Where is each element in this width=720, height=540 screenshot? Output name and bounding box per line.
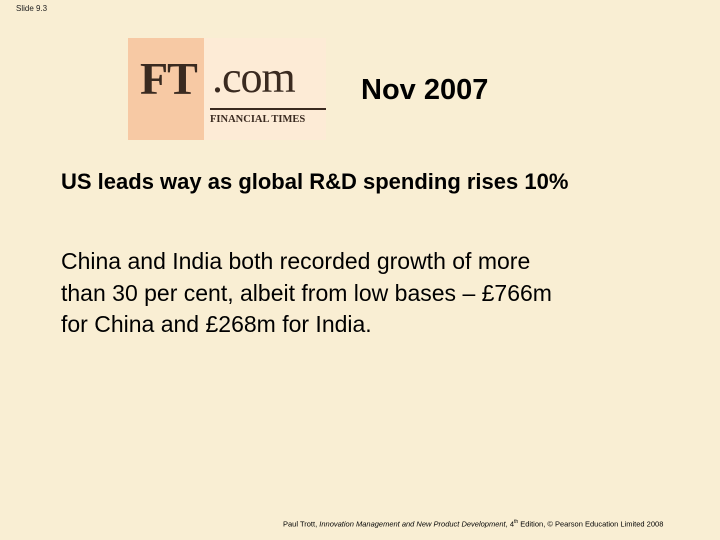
date: Nov 2007 (361, 74, 489, 106)
headline: US leads way as global R&D spending rise… (61, 169, 569, 194)
footer-sup: th (514, 519, 519, 525)
body-line: for China and £268m for India. (61, 311, 372, 337)
logo-suffix: .com (212, 53, 296, 102)
body-line: China and India both recorded growth of … (61, 248, 531, 274)
logo-mark: FT (140, 53, 198, 104)
footer: Paul Trott, Innovation Management and Ne… (283, 519, 663, 529)
footer-book: Innovation Management and New Product De… (319, 519, 506, 529)
body-line: than 30 per cent, albeit from low bases … (61, 279, 552, 306)
ft-logo: FT .com FINANCIAL TIMES (128, 38, 326, 140)
footer-author: Paul Trott, (283, 519, 320, 529)
footer-rest: Edition, © Pearson Education Limited 200… (518, 519, 664, 529)
logo-panel (128, 38, 204, 140)
logo-rule (210, 108, 326, 110)
logo-caption: FINANCIAL TIMES (210, 114, 306, 125)
body-text: China and India both recorded growth of … (61, 246, 552, 341)
footer-edition: , 4 (505, 519, 514, 529)
slide-number: Slide 9.3 (16, 4, 48, 13)
